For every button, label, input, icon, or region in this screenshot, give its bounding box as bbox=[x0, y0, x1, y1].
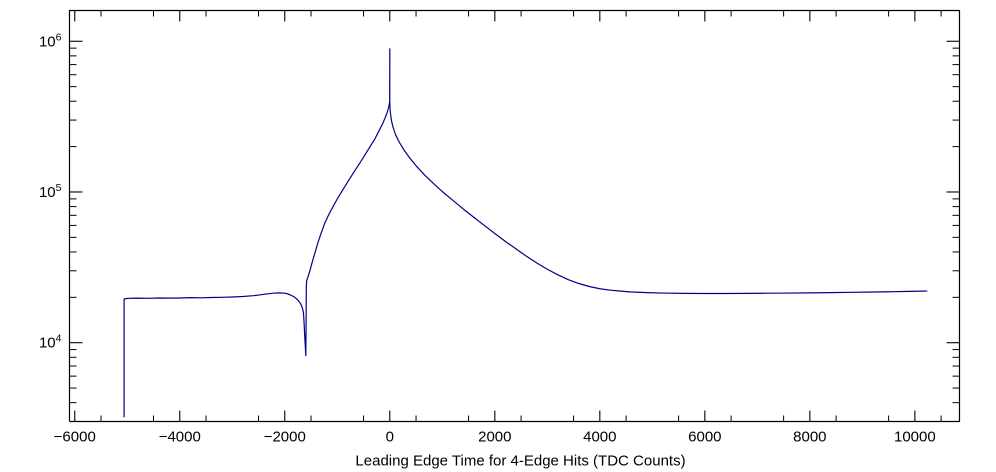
x-tick-label: −6000 bbox=[54, 429, 96, 446]
x-tick-label: 2000 bbox=[478, 429, 511, 446]
plot-frame bbox=[68, 9, 961, 423]
x-tick-label: 6000 bbox=[688, 429, 721, 446]
y-axis-ticks bbox=[69, 40, 960, 422]
x-tick-label: −4000 bbox=[159, 429, 201, 446]
x-tick-label: 4000 bbox=[583, 429, 616, 446]
y-tick-label: 106 bbox=[39, 31, 62, 50]
y-axis-tick-labels: 104 105 106 bbox=[39, 31, 62, 351]
y-tick-label: 104 bbox=[39, 333, 62, 352]
data-line-leading-edge-time bbox=[123, 48, 928, 418]
x-tick-label: −2000 bbox=[264, 429, 306, 446]
x-tick-label: 0 bbox=[386, 429, 394, 446]
y-tick-label: 105 bbox=[39, 182, 62, 201]
x-tick-label: 8000 bbox=[793, 429, 826, 446]
x-axis-ticks bbox=[74, 10, 942, 422]
data-series-group bbox=[123, 48, 928, 418]
axis-frame-path bbox=[68, 9, 961, 423]
x-axis-tick-labels: −6000 −4000 −2000 0 2000 4000 6000 8000 10000 bbox=[54, 429, 936, 446]
x-tick-label: 10000 bbox=[894, 429, 936, 446]
x-axis-title: Leading Edge Time for 4-Edge Hits (TDC C… bbox=[355, 453, 685, 470]
